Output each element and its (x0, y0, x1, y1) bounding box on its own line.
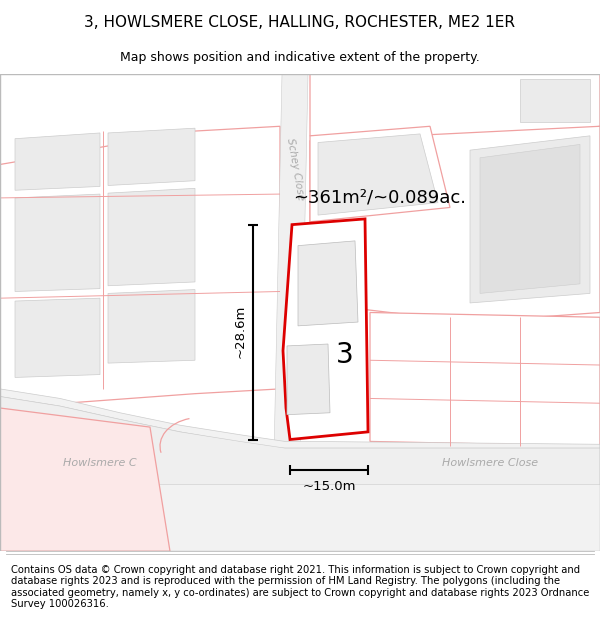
Polygon shape (108, 289, 195, 363)
Polygon shape (298, 241, 358, 326)
Text: Howlsmere Close: Howlsmere Close (442, 458, 538, 468)
Text: ~28.6m: ~28.6m (233, 305, 247, 358)
Polygon shape (0, 408, 170, 551)
Polygon shape (470, 136, 590, 303)
Text: ~15.0m: ~15.0m (302, 480, 356, 492)
Polygon shape (310, 126, 600, 322)
Polygon shape (287, 344, 330, 414)
Polygon shape (15, 298, 100, 378)
Text: 3: 3 (336, 341, 354, 369)
Polygon shape (318, 134, 438, 215)
Polygon shape (310, 74, 600, 146)
Polygon shape (108, 128, 195, 186)
Polygon shape (0, 126, 280, 408)
Polygon shape (15, 133, 100, 190)
Polygon shape (0, 396, 600, 484)
Text: 3, HOWLSMERE CLOSE, HALLING, ROCHESTER, ME2 1ER: 3, HOWLSMERE CLOSE, HALLING, ROCHESTER, … (85, 14, 515, 29)
Polygon shape (0, 446, 600, 551)
Text: Contains OS data © Crown copyright and database right 2021. This information is : Contains OS data © Crown copyright and d… (11, 564, 589, 609)
Polygon shape (370, 312, 600, 446)
Polygon shape (283, 219, 368, 439)
Text: Schey Close: Schey Close (284, 138, 305, 201)
Polygon shape (480, 144, 580, 293)
Polygon shape (15, 194, 100, 291)
Polygon shape (272, 74, 308, 551)
Text: Map shows position and indicative extent of the property.: Map shows position and indicative extent… (120, 51, 480, 64)
Text: Howlsmere C: Howlsmere C (63, 458, 137, 468)
Polygon shape (108, 188, 195, 286)
Polygon shape (0, 389, 600, 448)
Polygon shape (310, 126, 450, 222)
Polygon shape (520, 79, 590, 121)
Text: ~361m²/~0.089ac.: ~361m²/~0.089ac. (293, 189, 467, 207)
